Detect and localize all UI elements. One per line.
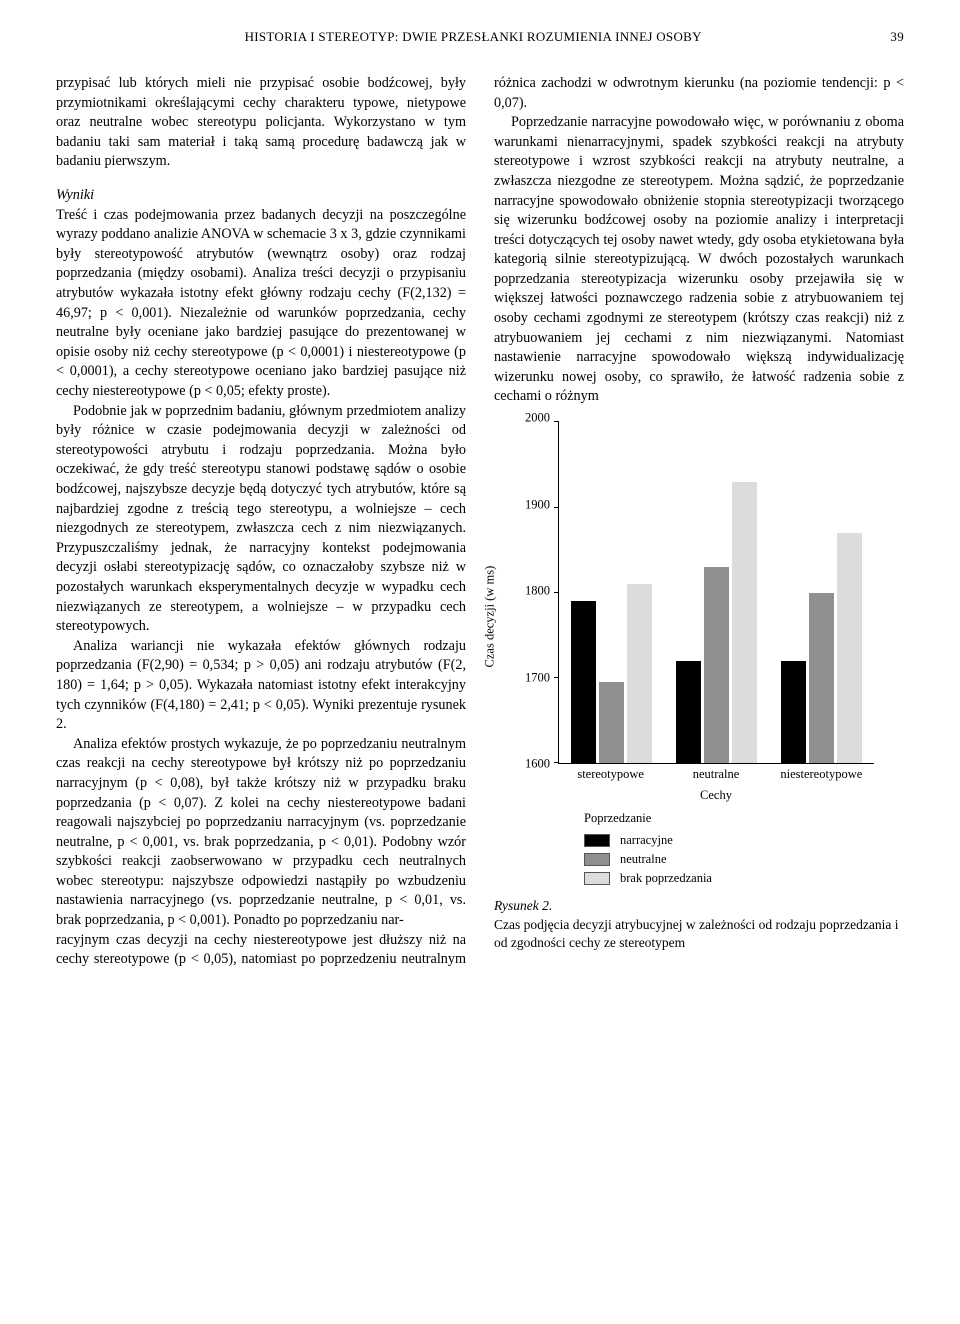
para-left-5: Analiza efektów prostych wykazuje, że po… bbox=[56, 735, 466, 931]
y-tick-label: 1800 bbox=[525, 583, 550, 600]
bar-group bbox=[675, 422, 759, 763]
y-tick-mark bbox=[554, 762, 559, 763]
y-tick-mark bbox=[554, 677, 559, 678]
para-left-1: przypisać lub których mieli nie przypisa… bbox=[56, 74, 466, 172]
legend-swatch bbox=[584, 853, 610, 866]
subheading-results: Wyniki bbox=[56, 186, 466, 206]
y-tick-mark bbox=[554, 592, 559, 593]
running-head: HISTORIA I STEREOTYP: DWIE PRZESŁANKI RO… bbox=[56, 28, 904, 46]
figure-2: Czas decyzji (w ms) 16001700180019002000… bbox=[494, 418, 904, 951]
y-tick-label: 1900 bbox=[525, 496, 550, 513]
legend-item: brak poprzedzania bbox=[584, 870, 904, 887]
y-tick-mark bbox=[554, 421, 559, 422]
page-number: 39 bbox=[890, 28, 904, 46]
bar bbox=[599, 682, 624, 763]
para-left-3: Podobnie jak w poprzednim badaniu, główn… bbox=[56, 402, 466, 637]
figure-caption-title: Rysunek 2. bbox=[494, 897, 904, 916]
para-left-2: Treść i czas podejmowania przez badanych… bbox=[56, 206, 466, 402]
legend-swatch bbox=[584, 872, 610, 885]
y-tick-label: 2000 bbox=[525, 410, 550, 427]
bar bbox=[732, 482, 757, 763]
legend: Poprzedzanie narracyjne neutralne brak pop… bbox=[584, 810, 904, 887]
para-right-2: Poprzedzanie narracyjne powodowało więc,… bbox=[494, 113, 904, 407]
x-axis-title: Cechy bbox=[558, 787, 874, 804]
legend-label: narracyjne bbox=[620, 832, 673, 849]
two-column-body: przypisać lub których mieli nie przypisa… bbox=[56, 74, 904, 970]
y-tick-mark bbox=[554, 507, 559, 508]
bar-chart: Czas decyzji (w ms) 16001700180019002000… bbox=[500, 418, 880, 798]
x-tick-label: stereotypowe bbox=[577, 766, 644, 783]
bar-group bbox=[780, 422, 864, 763]
y-tick-label: 1600 bbox=[525, 756, 550, 773]
plot-area bbox=[558, 422, 874, 764]
legend-item: narracyjne bbox=[584, 832, 904, 849]
bar bbox=[809, 593, 834, 764]
para-left-4: Analiza wariancji nie wykazała efektów g… bbox=[56, 637, 466, 735]
y-ticks: 16001700180019002000 bbox=[518, 418, 554, 764]
figure-caption-text: Czas podjęcia decyzji atrybucyjnej w zal… bbox=[494, 916, 904, 951]
legend-label: brak poprzedzania bbox=[620, 870, 712, 887]
x-tick-label: neutralne bbox=[693, 766, 740, 783]
y-tick-label: 1700 bbox=[525, 669, 550, 686]
bar bbox=[571, 601, 596, 763]
legend-label: neutralne bbox=[620, 851, 667, 868]
bar bbox=[781, 661, 806, 763]
bar bbox=[676, 661, 701, 763]
legend-swatch bbox=[584, 834, 610, 847]
x-labels: stereotypowe neutralne niestereotypowe bbox=[558, 766, 874, 784]
x-tick-label: niestereotypowe bbox=[780, 766, 862, 783]
bar-group bbox=[570, 422, 654, 763]
bar bbox=[704, 567, 729, 763]
running-title: HISTORIA I STEREOTYP: DWIE PRZESŁANKI RO… bbox=[245, 29, 702, 44]
legend-item: neutralne bbox=[584, 851, 904, 868]
y-axis-label: Czas decyzji (w ms) bbox=[481, 566, 498, 668]
bar bbox=[837, 533, 862, 763]
bar bbox=[627, 584, 652, 763]
legend-title: Poprzedzanie bbox=[584, 810, 904, 827]
